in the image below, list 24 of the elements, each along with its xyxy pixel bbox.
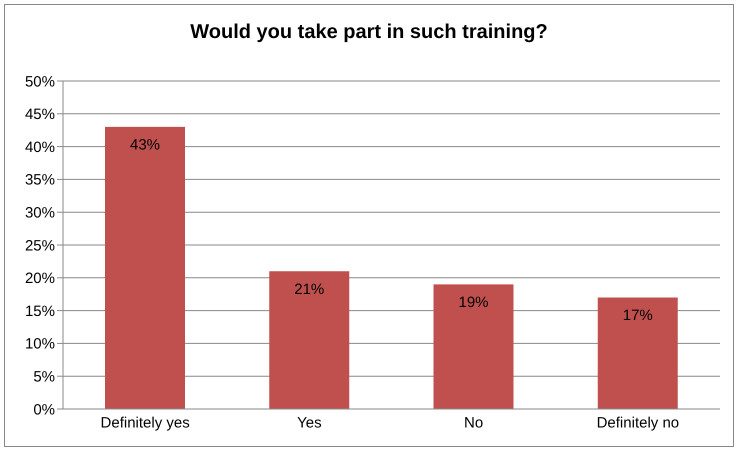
data-label: 17% (622, 307, 653, 324)
y-tick-label: 40% (24, 138, 55, 156)
data-label: 19% (458, 294, 489, 312)
bar (598, 297, 678, 409)
y-tick-label: 45% (24, 106, 55, 124)
y-tick-label: 10% (24, 336, 55, 353)
x-tick-label: Yes (297, 414, 322, 432)
y-tick-label: 50% (24, 73, 55, 90)
x-tick-label: Definitely no (596, 414, 680, 432)
chart-title: Would you take part in such training? (189, 21, 549, 44)
y-tick-label: 30% (24, 204, 55, 222)
y-tick-label: 0% (33, 401, 55, 418)
bar (269, 271, 350, 409)
data-label: 21% (294, 280, 324, 298)
data-label: 43% (130, 136, 160, 154)
bar (105, 126, 185, 409)
y-tick-label: 15% (24, 302, 55, 320)
y-tick-label: 25% (24, 237, 55, 254)
x-tick-label: No (464, 414, 484, 432)
y-tick-label: 5% (33, 368, 55, 386)
x-tick-label: Definitely yes (100, 414, 190, 432)
bar (434, 284, 514, 409)
y-tick-label: 20% (24, 270, 55, 288)
y-tick-label: 35% (24, 172, 55, 189)
